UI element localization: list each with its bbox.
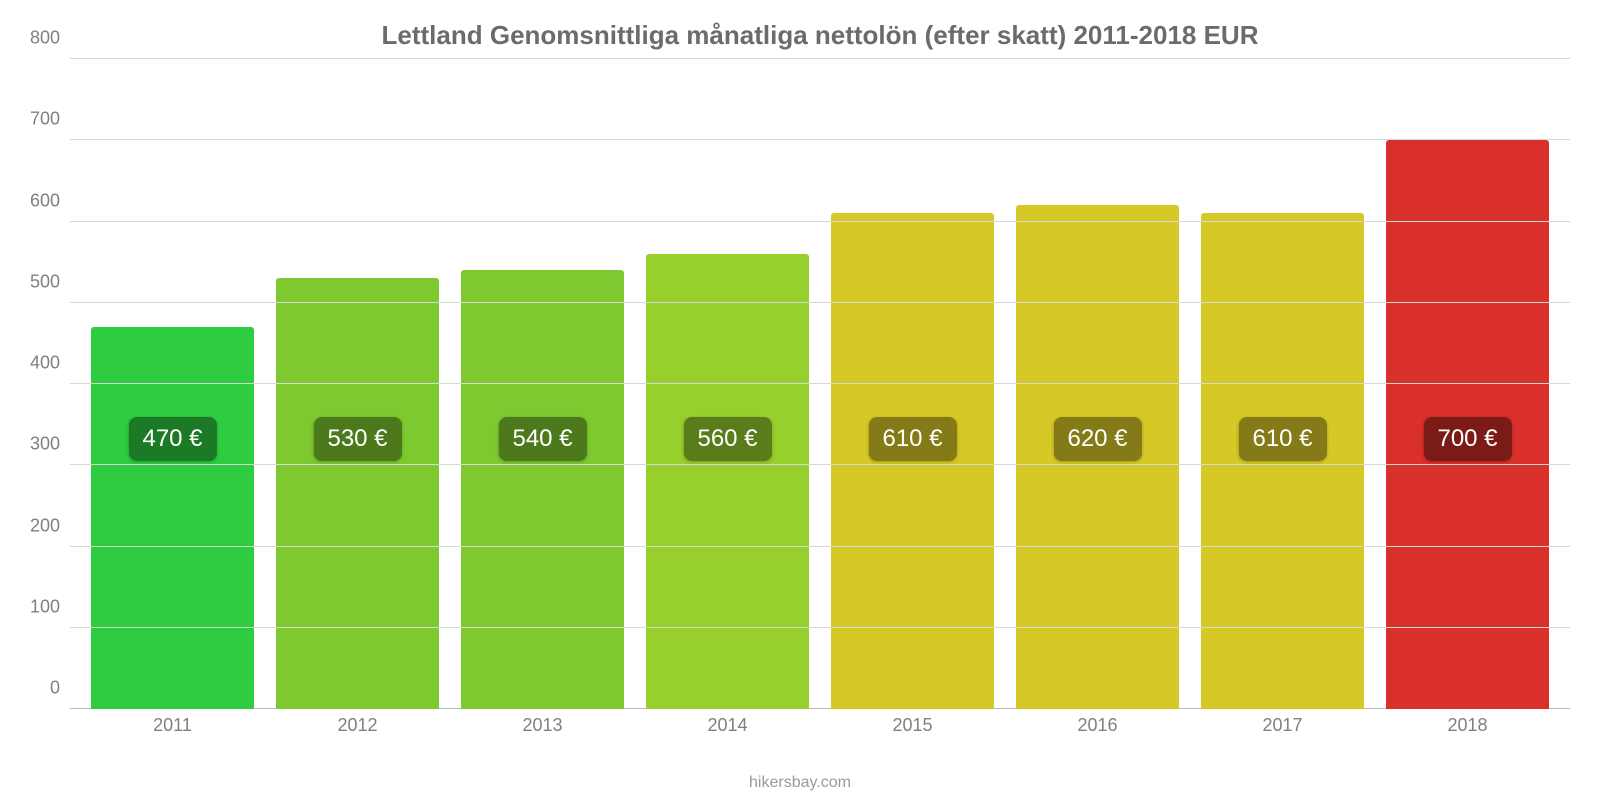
value-badge: 530 € [313,417,401,461]
bar [1201,213,1364,709]
bar-slot: 470 € [80,59,265,709]
y-tick-label: 600 [30,190,70,211]
x-tick-label: 2014 [635,709,820,739]
x-tick-label: 2011 [80,709,265,739]
y-tick-label: 300 [30,434,70,455]
x-tick-label: 2016 [1005,709,1190,739]
value-badge: 700 € [1423,417,1511,461]
bar-slot: 560 € [635,59,820,709]
y-tick-label: 400 [30,353,70,374]
value-badge: 470 € [128,417,216,461]
bar [91,327,254,709]
gridline [70,464,1570,465]
bar [646,254,809,709]
gridline [70,546,1570,547]
x-tick-label: 2015 [820,709,1005,739]
x-tick-label: 2013 [450,709,635,739]
y-tick-label: 700 [30,109,70,130]
bar [276,278,439,709]
bar-slot: 530 € [265,59,450,709]
value-badge: 560 € [683,417,771,461]
bar-slot: 540 € [450,59,635,709]
gridline [70,58,1570,59]
value-badge: 610 € [1238,417,1326,461]
bar-slot: 610 € [820,59,1005,709]
bar-slot: 610 € [1190,59,1375,709]
chart-container: Lettland Genomsnittliga månatliga nettol… [0,0,1600,800]
y-tick-label: 800 [30,28,70,49]
chart-title: Lettland Genomsnittliga månatliga nettol… [70,20,1570,51]
gridline [70,139,1570,140]
gridline [70,221,1570,222]
bars-row: 470 € 530 € 540 € 560 € 610 € 620 € 610 € 700 € [70,59,1570,709]
grid-area: 470 € 530 € 540 € 560 € 610 € 620 € 610 € 700 €… [70,59,1570,709]
bar-slot: 700 € [1375,59,1560,709]
value-badge: 620 € [1053,417,1141,461]
value-badge: 610 € [868,417,956,461]
x-axis-labels: 20112012201320142015201620172018 [70,709,1570,739]
y-tick-label: 200 [30,515,70,536]
gridline [70,302,1570,303]
attribution-text: hikersbay.com [0,774,1600,792]
gridline [70,627,1570,628]
plot-area: 470 € 530 € 540 € 560 € 610 € 620 € 610 € 700 €… [70,59,1570,739]
value-badge: 540 € [498,417,586,461]
bar-slot: 620 € [1005,59,1190,709]
y-tick-label: 0 [50,678,70,699]
x-tick-label: 2017 [1190,709,1375,739]
y-tick-label: 500 [30,271,70,292]
x-tick-label: 2018 [1375,709,1560,739]
x-tick-label: 2012 [265,709,450,739]
bar [831,213,994,709]
gridline [70,383,1570,384]
bar [461,270,624,709]
y-tick-label: 100 [30,596,70,617]
